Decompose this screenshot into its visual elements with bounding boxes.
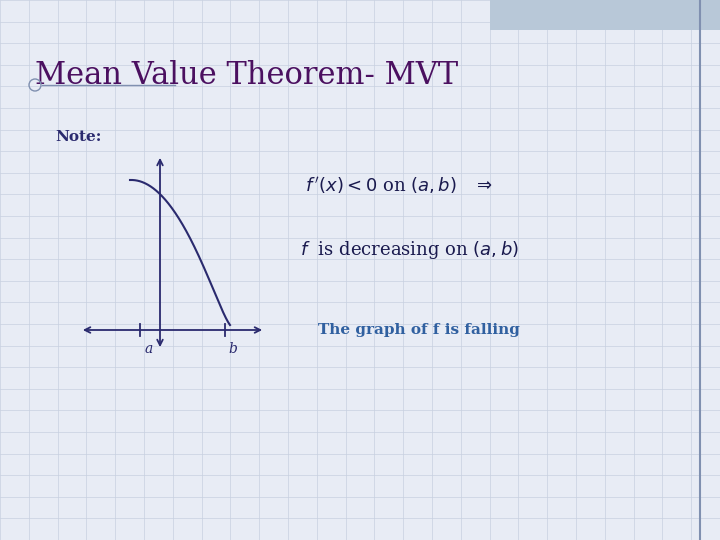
Text: $f\,'(x) < 0$ on $(a,b)$   $\Rightarrow$: $f\,'(x) < 0$ on $(a,b)$ $\Rightarrow$: [305, 174, 493, 195]
Text: b: b: [228, 342, 237, 356]
Text: a: a: [145, 342, 153, 356]
Text: $f$  is decreasing on $(a,b)$: $f$ is decreasing on $(a,b)$: [300, 239, 519, 261]
Text: Note:: Note:: [55, 130, 102, 144]
Text: The graph of f is falling: The graph of f is falling: [318, 323, 520, 337]
Bar: [490, 0, 720, 30]
Text: Mean Value Theorem- MVT: Mean Value Theorem- MVT: [35, 60, 458, 91]
